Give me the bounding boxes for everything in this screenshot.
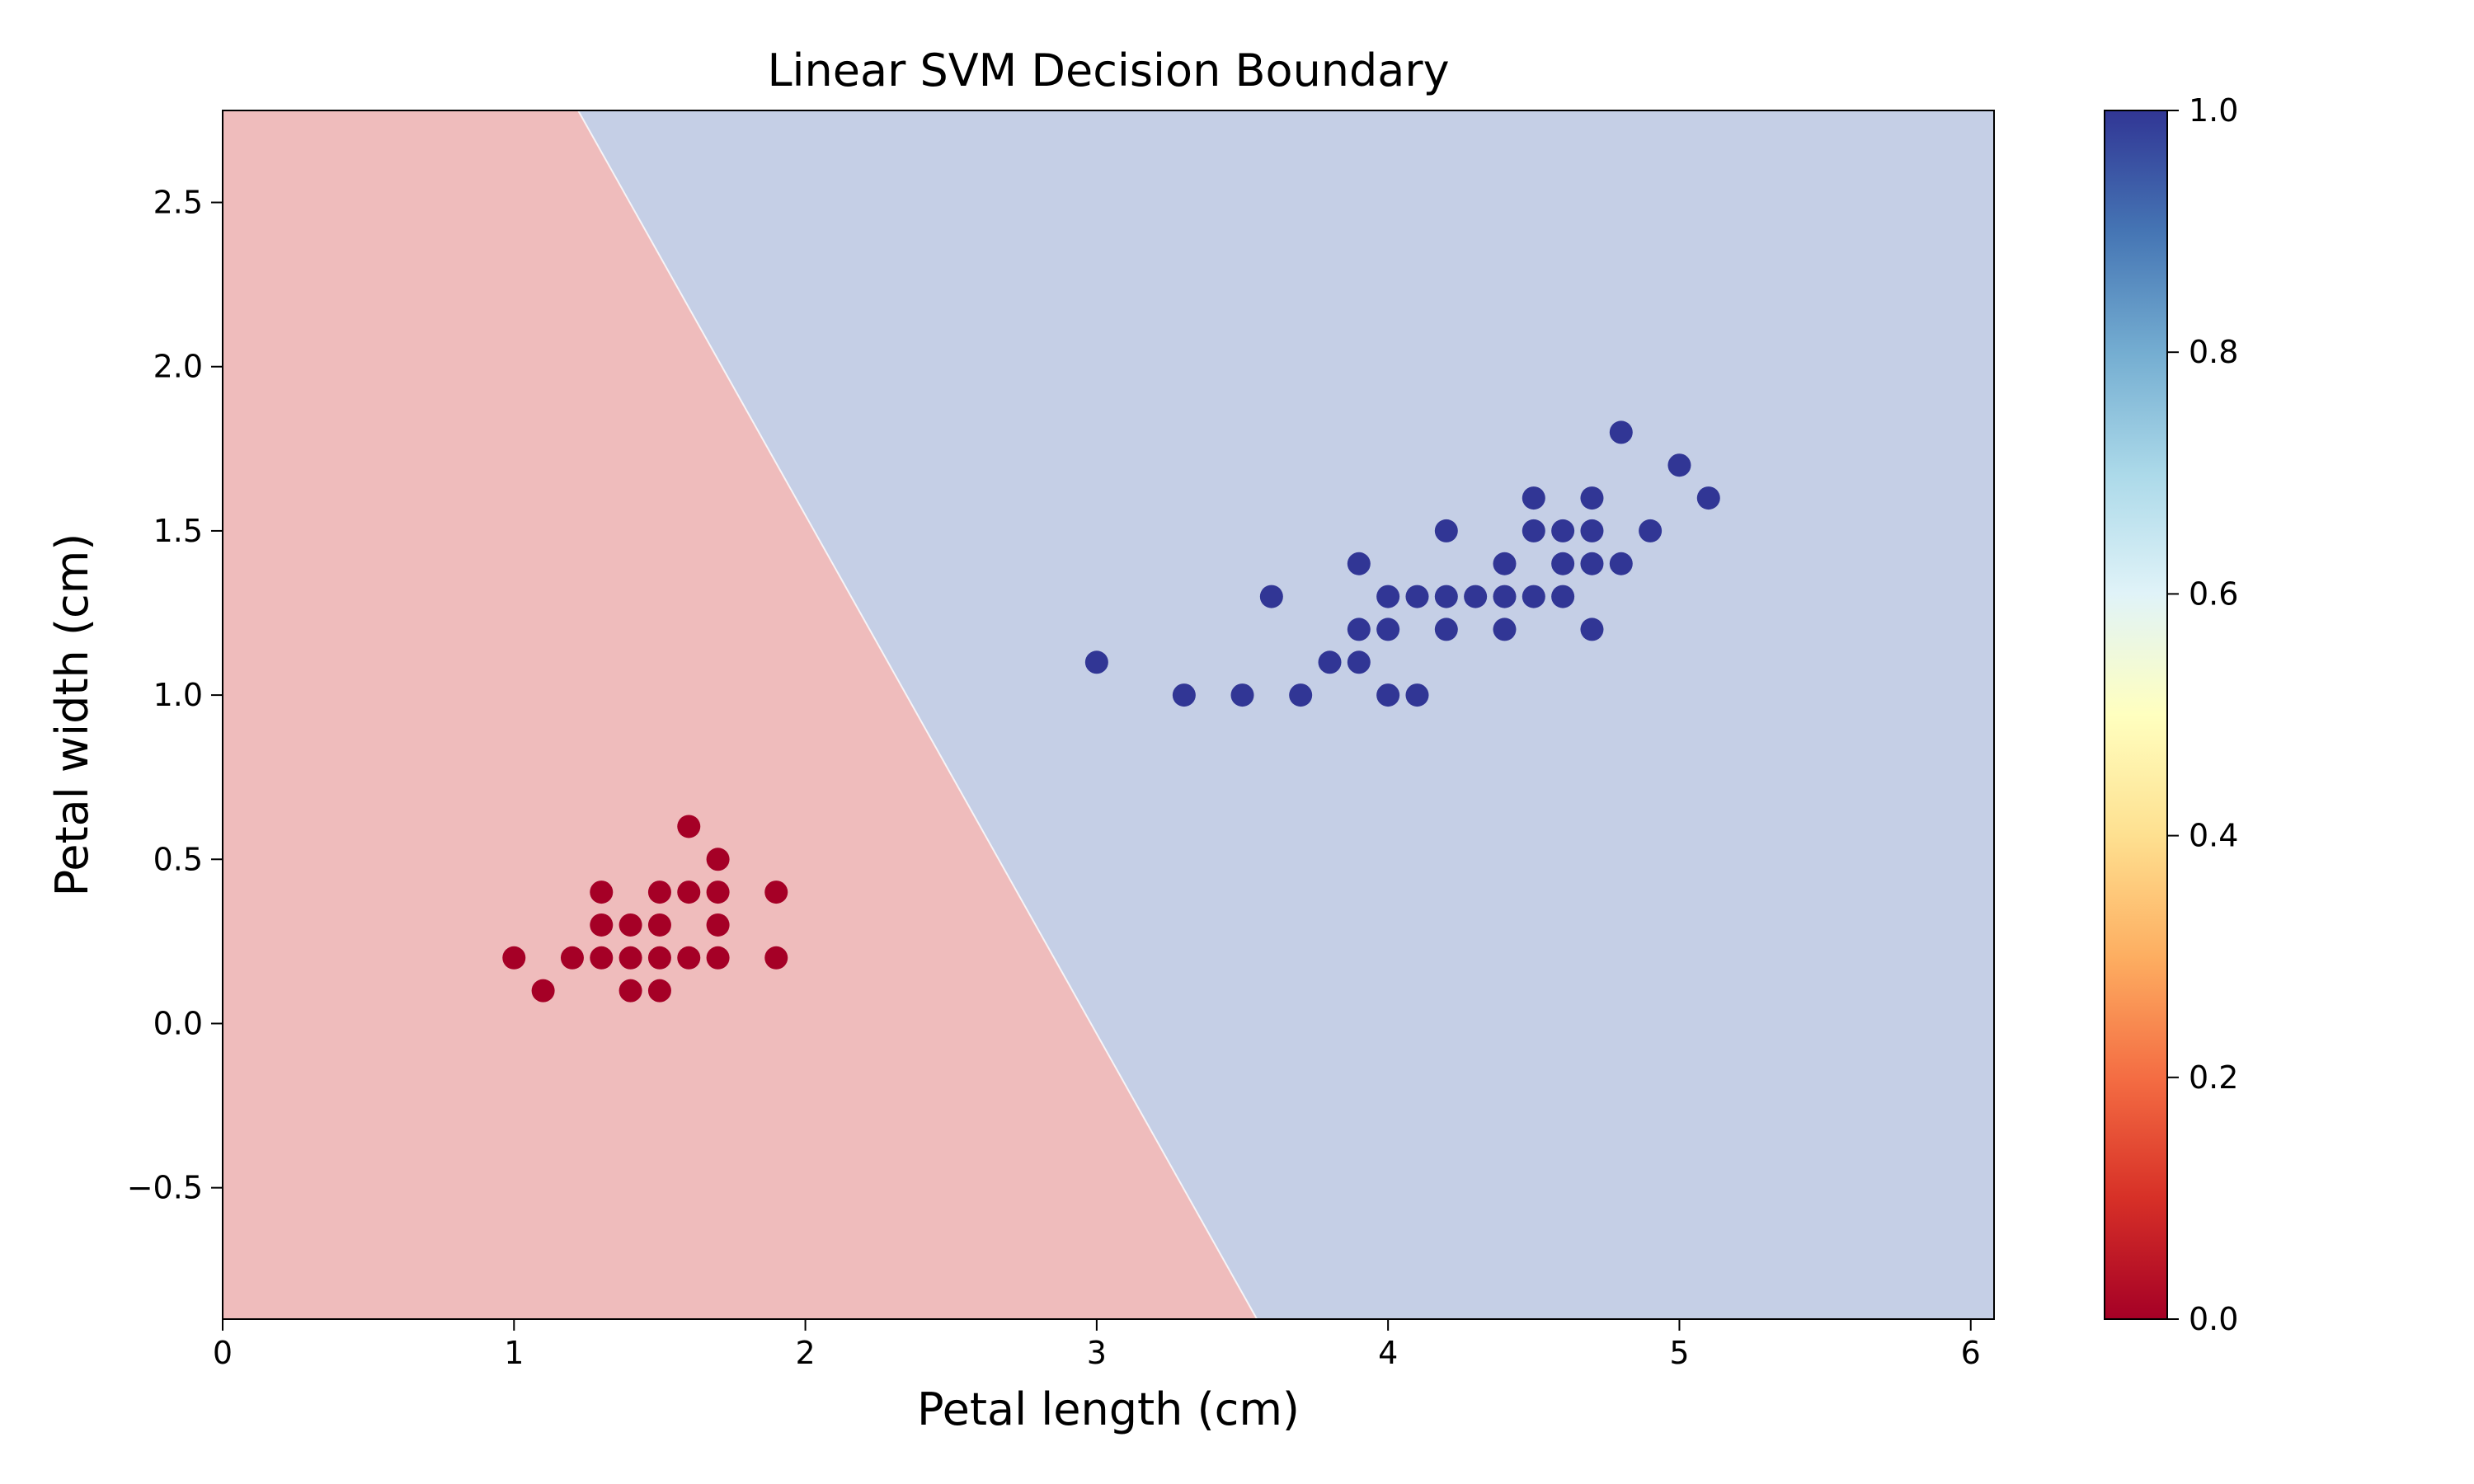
- data-point-class-0: [764, 946, 788, 970]
- data-point-class-1: [1609, 552, 1633, 575]
- x-tick-label: 2: [795, 1335, 815, 1371]
- data-point-class-1: [1696, 486, 1720, 510]
- x-tick-label: 4: [1378, 1335, 1398, 1371]
- data-point-class-1: [1580, 519, 1604, 542]
- data-point-class-1: [1551, 585, 1575, 608]
- data-point-class-1: [1405, 585, 1429, 608]
- data-point-class-1: [1376, 683, 1400, 707]
- chart-title: Linear SVM Decision Boundary: [767, 45, 1449, 96]
- data-point-class-0: [531, 979, 555, 1003]
- data-point-class-0: [706, 881, 730, 904]
- data-point-class-1: [1493, 552, 1517, 575]
- y-tick-label: 0.5: [153, 841, 203, 877]
- data-point-class-0: [706, 913, 730, 937]
- data-point-class-1: [1434, 618, 1458, 641]
- data-point-class-1: [1376, 585, 1400, 608]
- plot-area: [223, 110, 1994, 1319]
- data-point-class-1: [1522, 519, 1545, 542]
- data-point-class-1: [1434, 585, 1458, 608]
- data-point-class-1: [1347, 552, 1371, 575]
- plot-frame: [222, 110, 1995, 1320]
- y-tick-label: −0.5: [127, 1170, 203, 1206]
- x-axis-label: Petal length (cm): [917, 1383, 1300, 1435]
- x-tick-label: 0: [213, 1335, 233, 1371]
- data-point-class-0: [560, 946, 584, 970]
- data-point-class-1: [1318, 650, 1342, 674]
- decision-boundary-line: [577, 110, 1258, 1319]
- x-axis: 0 1 2 3 4 5 6: [213, 1319, 1981, 1371]
- data-point-class-0: [618, 946, 642, 970]
- data-point-class-0: [647, 946, 671, 970]
- colorbar-tick-label: 0.2: [2189, 1059, 2238, 1096]
- data-point-class-0: [590, 946, 614, 970]
- data-point-class-0: [677, 946, 701, 970]
- data-point-class-0: [502, 946, 526, 970]
- data-point-class-0: [590, 881, 614, 904]
- data-point-class-1: [1580, 618, 1604, 641]
- data-point-class-0: [647, 881, 671, 904]
- decision-region-class-1: [578, 110, 1994, 1319]
- data-point-class-0: [647, 913, 671, 937]
- data-point-class-1: [1580, 552, 1604, 575]
- y-tick-label: 2.5: [153, 185, 203, 221]
- data-point-class-1: [1172, 683, 1196, 707]
- data-point-class-0: [590, 913, 614, 937]
- data-point-class-1: [1551, 519, 1575, 542]
- data-point-class-0: [764, 881, 788, 904]
- data-point-class-1: [1259, 585, 1283, 608]
- decision-region-class-0: [223, 110, 1258, 1319]
- colorbar-tick-label: 0.0: [2189, 1301, 2238, 1337]
- data-point-class-1: [1084, 650, 1108, 674]
- data-point-class-0: [618, 913, 642, 937]
- data-point-class-1: [1580, 486, 1604, 510]
- data-point-class-0: [677, 815, 701, 838]
- data-point-class-1: [1405, 683, 1429, 707]
- data-point-class-1: [1551, 552, 1575, 575]
- data-point-class-1: [1230, 683, 1254, 707]
- data-point-class-1: [1289, 683, 1313, 707]
- data-point-class-1: [1522, 486, 1545, 510]
- data-point-class-1: [1347, 650, 1371, 674]
- x-tick-label: 5: [1669, 1335, 1689, 1371]
- data-point-class-0: [677, 881, 701, 904]
- y-axis-label: Petal width (cm): [46, 533, 98, 897]
- data-point-class-1: [1464, 585, 1488, 608]
- data-point-class-1: [1434, 519, 1458, 542]
- colorbar-gradient: [2105, 110, 2167, 1319]
- data-point-class-1: [1667, 453, 1691, 477]
- colorbar-tick-label: 0.8: [2189, 334, 2238, 370]
- colorbar-ticks: 0.0 0.2 0.4 0.6 0.8 1.0: [2167, 92, 2238, 1337]
- data-point-class-1: [1347, 618, 1371, 641]
- data-point-class-0: [706, 848, 730, 871]
- data-point-class-1: [1493, 618, 1517, 641]
- colorbar-tick-label: 0.4: [2189, 818, 2238, 854]
- data-point-class-1: [1639, 519, 1663, 542]
- y-tick-label: 0.0: [153, 1005, 203, 1041]
- data-point-class-1: [1493, 585, 1517, 608]
- y-tick-label: 1.0: [153, 677, 203, 713]
- x-tick-label: 3: [1087, 1335, 1107, 1371]
- data-points: [502, 420, 1720, 1003]
- colorbar-frame: [2104, 110, 2168, 1320]
- y-tick-label: 1.5: [153, 513, 203, 549]
- x-tick-label: 1: [504, 1335, 524, 1371]
- data-point-class-0: [618, 979, 642, 1003]
- data-point-class-1: [1376, 618, 1400, 641]
- y-axis: −0.5 0.0 0.5 1.0 1.5 2.0 2.5: [127, 185, 223, 1206]
- data-point-class-0: [647, 979, 671, 1003]
- colorbar: 0.0 0.2 0.4 0.6 0.8 1.0: [2104, 92, 2238, 1337]
- y-tick-label: 2.0: [153, 349, 203, 385]
- colorbar-tick-label: 0.6: [2189, 575, 2238, 612]
- data-point-class-0: [706, 946, 730, 970]
- colorbar-tick-label: 1.0: [2189, 92, 2238, 129]
- data-point-class-1: [1609, 420, 1633, 444]
- x-tick-label: 6: [1961, 1335, 1981, 1371]
- data-point-class-1: [1522, 585, 1545, 608]
